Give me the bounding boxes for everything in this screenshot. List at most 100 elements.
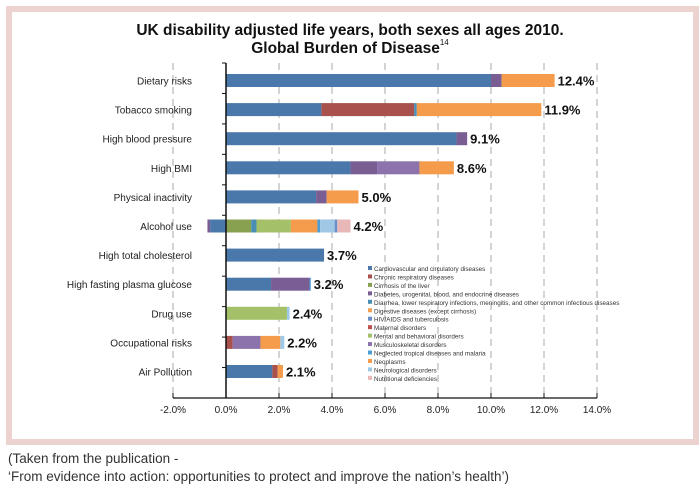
legend-label: Maternal disorders xyxy=(374,325,426,332)
category-label: Dietary risks xyxy=(137,77,192,88)
legend-item: Digestive diseases (except cirrhosis) xyxy=(368,308,476,315)
legend-swatch xyxy=(368,266,372,270)
bar-row xyxy=(226,306,290,320)
legend-item: Diarrhea, lower respiratory infections, … xyxy=(368,299,619,307)
total-label: 8.6% xyxy=(457,161,487,176)
category-label: Physical inactivity xyxy=(114,193,192,204)
bar-segment xyxy=(232,335,261,349)
total-label: 5.0% xyxy=(362,190,392,205)
legend-label: Diabetes, urogenital, blood, and endocri… xyxy=(374,291,519,298)
caption-line-1: (Taken from the publication - xyxy=(8,451,179,466)
bar-segment xyxy=(210,219,226,233)
legend-label: Cirrhosis of the liver xyxy=(374,283,430,290)
legend-swatch xyxy=(368,333,372,338)
footnote-marker: 14 xyxy=(439,38,449,47)
bar-segment xyxy=(226,161,351,175)
total-label: 9.1% xyxy=(470,132,500,147)
legend-label: Mental and behavioral disorders xyxy=(374,334,464,341)
legend-label: Neglected tropical diseases and malaria xyxy=(374,351,486,358)
x-tick-label: 4.0% xyxy=(321,405,344,416)
legend-swatch xyxy=(368,299,372,304)
bar-segment xyxy=(326,190,359,204)
total-label: 3.2% xyxy=(314,277,344,292)
bar-row xyxy=(226,74,555,87)
legend-swatch xyxy=(368,274,372,279)
x-tick-label: 8.0% xyxy=(427,405,450,416)
legend-label: HIV/AIDS and tuberculosis xyxy=(374,317,449,324)
category-label: Occupational risks xyxy=(110,338,192,349)
bar-row xyxy=(207,219,351,233)
x-tick-labels: -2.0% 0.0% 2.0% 4.0% 6.0% 8.0% 10.0% 12.0% 14.0% xyxy=(160,405,611,416)
category-label: High fasting plasma glucose xyxy=(67,280,193,291)
legend-label: Musculoskeletal disorders xyxy=(374,342,446,349)
bar-segment xyxy=(226,335,233,349)
bar-segment xyxy=(226,103,322,117)
legend-label: Nutritional deficiencies xyxy=(374,376,437,383)
bar-segment xyxy=(226,190,317,204)
bar-segment xyxy=(226,365,273,378)
total-label: 11.9% xyxy=(544,103,581,118)
bar-segment xyxy=(414,103,417,117)
legend-label: Diarrhea, lower respiratory infections, … xyxy=(374,300,619,307)
legend-item: Nutritional deficiencies xyxy=(368,375,437,383)
bar-segment xyxy=(321,103,415,117)
category-label: High blood pressure xyxy=(103,135,193,146)
bar-row xyxy=(226,190,359,204)
bar-row xyxy=(226,132,468,146)
bar-row xyxy=(226,248,325,262)
total-label: 12.4% xyxy=(558,74,595,89)
legend-item: Neurological disorders xyxy=(368,367,437,374)
legend-item: Diabetes, urogenital, blood, and endocri… xyxy=(368,291,519,298)
bar-segment xyxy=(501,74,555,87)
bar-row xyxy=(226,335,285,349)
x-tick-label: 12.0% xyxy=(530,405,558,416)
bars xyxy=(207,74,555,378)
legend-item: Musculoskeletal disorders xyxy=(368,342,446,349)
legend-swatch xyxy=(368,350,372,355)
bar-segment xyxy=(272,365,278,378)
bar-segment xyxy=(271,277,310,291)
legend-swatch xyxy=(368,342,372,347)
bar-segment xyxy=(416,103,542,117)
bar-row xyxy=(226,365,283,378)
bar-segment xyxy=(226,248,325,262)
x-tick-label: 0.0% xyxy=(215,405,238,416)
bar-segment xyxy=(317,219,321,233)
bar-segment xyxy=(226,306,287,320)
x-tick-label: 14.0% xyxy=(583,405,611,416)
chart-subtitle-text: Global Burden of Disease xyxy=(251,40,440,57)
legend-swatch xyxy=(368,291,372,296)
bar-segment xyxy=(334,219,338,233)
bar-segment xyxy=(226,277,272,291)
legend-item: Chronic respiratory diseases xyxy=(368,274,454,281)
legend-item: Cardiovascular and circulatory diseases xyxy=(368,266,485,273)
legend-item: Cirrhosis of the liver xyxy=(368,282,430,290)
bar-row xyxy=(226,277,311,291)
bar-segment xyxy=(419,161,454,175)
legend-item: Maternal disorders xyxy=(368,325,426,332)
bar-segment xyxy=(456,132,468,146)
category-label: High BMI xyxy=(151,164,192,175)
legend-item: Neoplasms xyxy=(368,358,406,366)
x-tick-label: 2.0% xyxy=(268,405,291,416)
stacked-bar-chart: Dietary risks Tobacco smoking High blood p… xyxy=(67,62,619,416)
category-label: Air Pollution xyxy=(139,368,192,379)
total-labels: 12.4% 11.9% 9.1% 8.6% 5.0% 4.2% 3.7% 3.2% 2.4% 2.… xyxy=(286,74,595,380)
caption-line-2: ‘From evidence into action: opportunitie… xyxy=(8,469,510,484)
category-label: High total cholesterol xyxy=(99,251,192,262)
legend-item: Neglected tropical diseases and malaria xyxy=(368,350,486,358)
bar-segment xyxy=(309,277,311,291)
category-label: Tobacco smoking xyxy=(115,106,192,117)
x-tick-label: 6.0% xyxy=(374,405,397,416)
total-label: 4.2% xyxy=(354,219,384,234)
legend-label: Digestive diseases (except cirrhosis) xyxy=(374,308,476,315)
legend-item: HIV/AIDS and tuberculosis xyxy=(368,316,449,324)
bar-segment xyxy=(277,365,283,378)
bar-segment xyxy=(207,219,211,233)
category-label: Drug use xyxy=(151,309,192,320)
chart-subtitle: Global Burden of Disease14 xyxy=(0,38,700,58)
bar-segment xyxy=(256,219,291,233)
total-label: 2.1% xyxy=(286,365,316,380)
legend-label: Cardiovascular and circulatory diseases xyxy=(374,266,485,273)
bar-row xyxy=(226,103,542,117)
